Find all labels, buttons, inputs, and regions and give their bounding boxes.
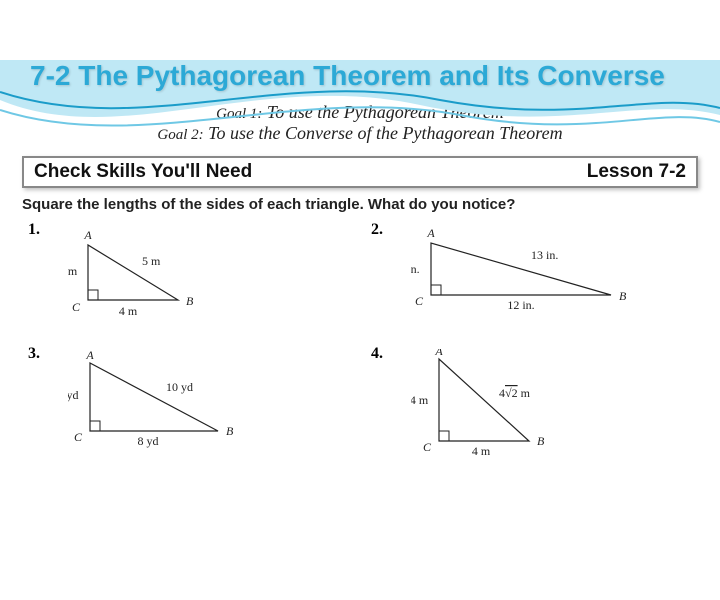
- svg-text:C: C: [423, 440, 432, 454]
- svg-text:3 m: 3 m: [68, 264, 78, 278]
- svg-text:A: A: [85, 349, 94, 362]
- skills-right: Lesson 7-2: [587, 161, 686, 183]
- triangle-diagram: A B C 6 yd 8 yd 10 yd: [68, 349, 268, 459]
- svg-text:6 yd: 6 yd: [68, 388, 79, 402]
- svg-text:C: C: [74, 430, 83, 444]
- svg-text:A: A: [426, 226, 435, 240]
- problem-number: 4.: [371, 345, 383, 363]
- svg-text:C: C: [72, 300, 81, 314]
- svg-text:4 m: 4 m: [119, 304, 138, 318]
- svg-text:B: B: [226, 424, 234, 438]
- svg-text:13 in.: 13 in.: [531, 248, 558, 262]
- triangle-diagram: A B C 4 m 4 m 4√2 m: [411, 349, 591, 464]
- svg-text:4 m: 4 m: [472, 444, 491, 458]
- problem-2: 2. A B C 5 in. 12 in. 13 in.: [365, 219, 698, 339]
- problem-grid: 1. A B C 3 m 4 m 5 m 2. A B C 5 in. 12 i…: [22, 219, 698, 463]
- svg-text:A: A: [434, 349, 443, 358]
- problem-number: 1.: [28, 221, 40, 239]
- svg-text:12 in.: 12 in.: [507, 298, 534, 312]
- svg-text:4 m: 4 m: [411, 393, 429, 407]
- svg-text:10 yd: 10 yd: [166, 380, 193, 394]
- svg-text:4√2 m: 4√2 m: [499, 386, 531, 400]
- svg-text:B: B: [619, 289, 627, 303]
- svg-text:C: C: [415, 294, 424, 308]
- svg-text:5 m: 5 m: [142, 254, 161, 268]
- check-skills-box: Check Skills You'll Need Lesson 7-2: [22, 156, 698, 188]
- goals-block: Goal 1: To use the Pythagorean Theorem G…: [30, 102, 690, 144]
- problem-4: 4. A B C 4 m 4 m 4√2 m: [365, 343, 698, 463]
- problem-1: 1. A B C 3 m 4 m 5 m: [22, 219, 355, 339]
- skills-left: Check Skills You'll Need: [34, 161, 252, 183]
- goal2-label: Goal 2:: [157, 127, 203, 143]
- svg-text:5 in.: 5 in.: [411, 262, 420, 276]
- goal1-text: To use the Pythagorean Theorem: [262, 102, 503, 122]
- goal2-text: To use the Converse of the Pythagorean T…: [204, 123, 563, 143]
- page-title: 7-2 The Pythagorean Theorem and Its Conv…: [30, 60, 720, 92]
- svg-text:A: A: [83, 228, 92, 242]
- problem-number: 2.: [371, 221, 383, 239]
- triangle-diagram: A B C 3 m 4 m 5 m: [68, 225, 248, 335]
- instruction-text: Square the lengths of the sides of each …: [22, 196, 698, 213]
- goal1-label: Goal 1:: [216, 106, 262, 122]
- svg-text:B: B: [186, 294, 194, 308]
- svg-text:8 yd: 8 yd: [138, 434, 159, 448]
- problem-3: 3. A B C 6 yd 8 yd 10 yd: [22, 343, 355, 463]
- problem-number: 3.: [28, 345, 40, 363]
- svg-text:B: B: [537, 434, 545, 448]
- triangle-diagram: A B C 5 in. 12 in. 13 in.: [411, 225, 651, 335]
